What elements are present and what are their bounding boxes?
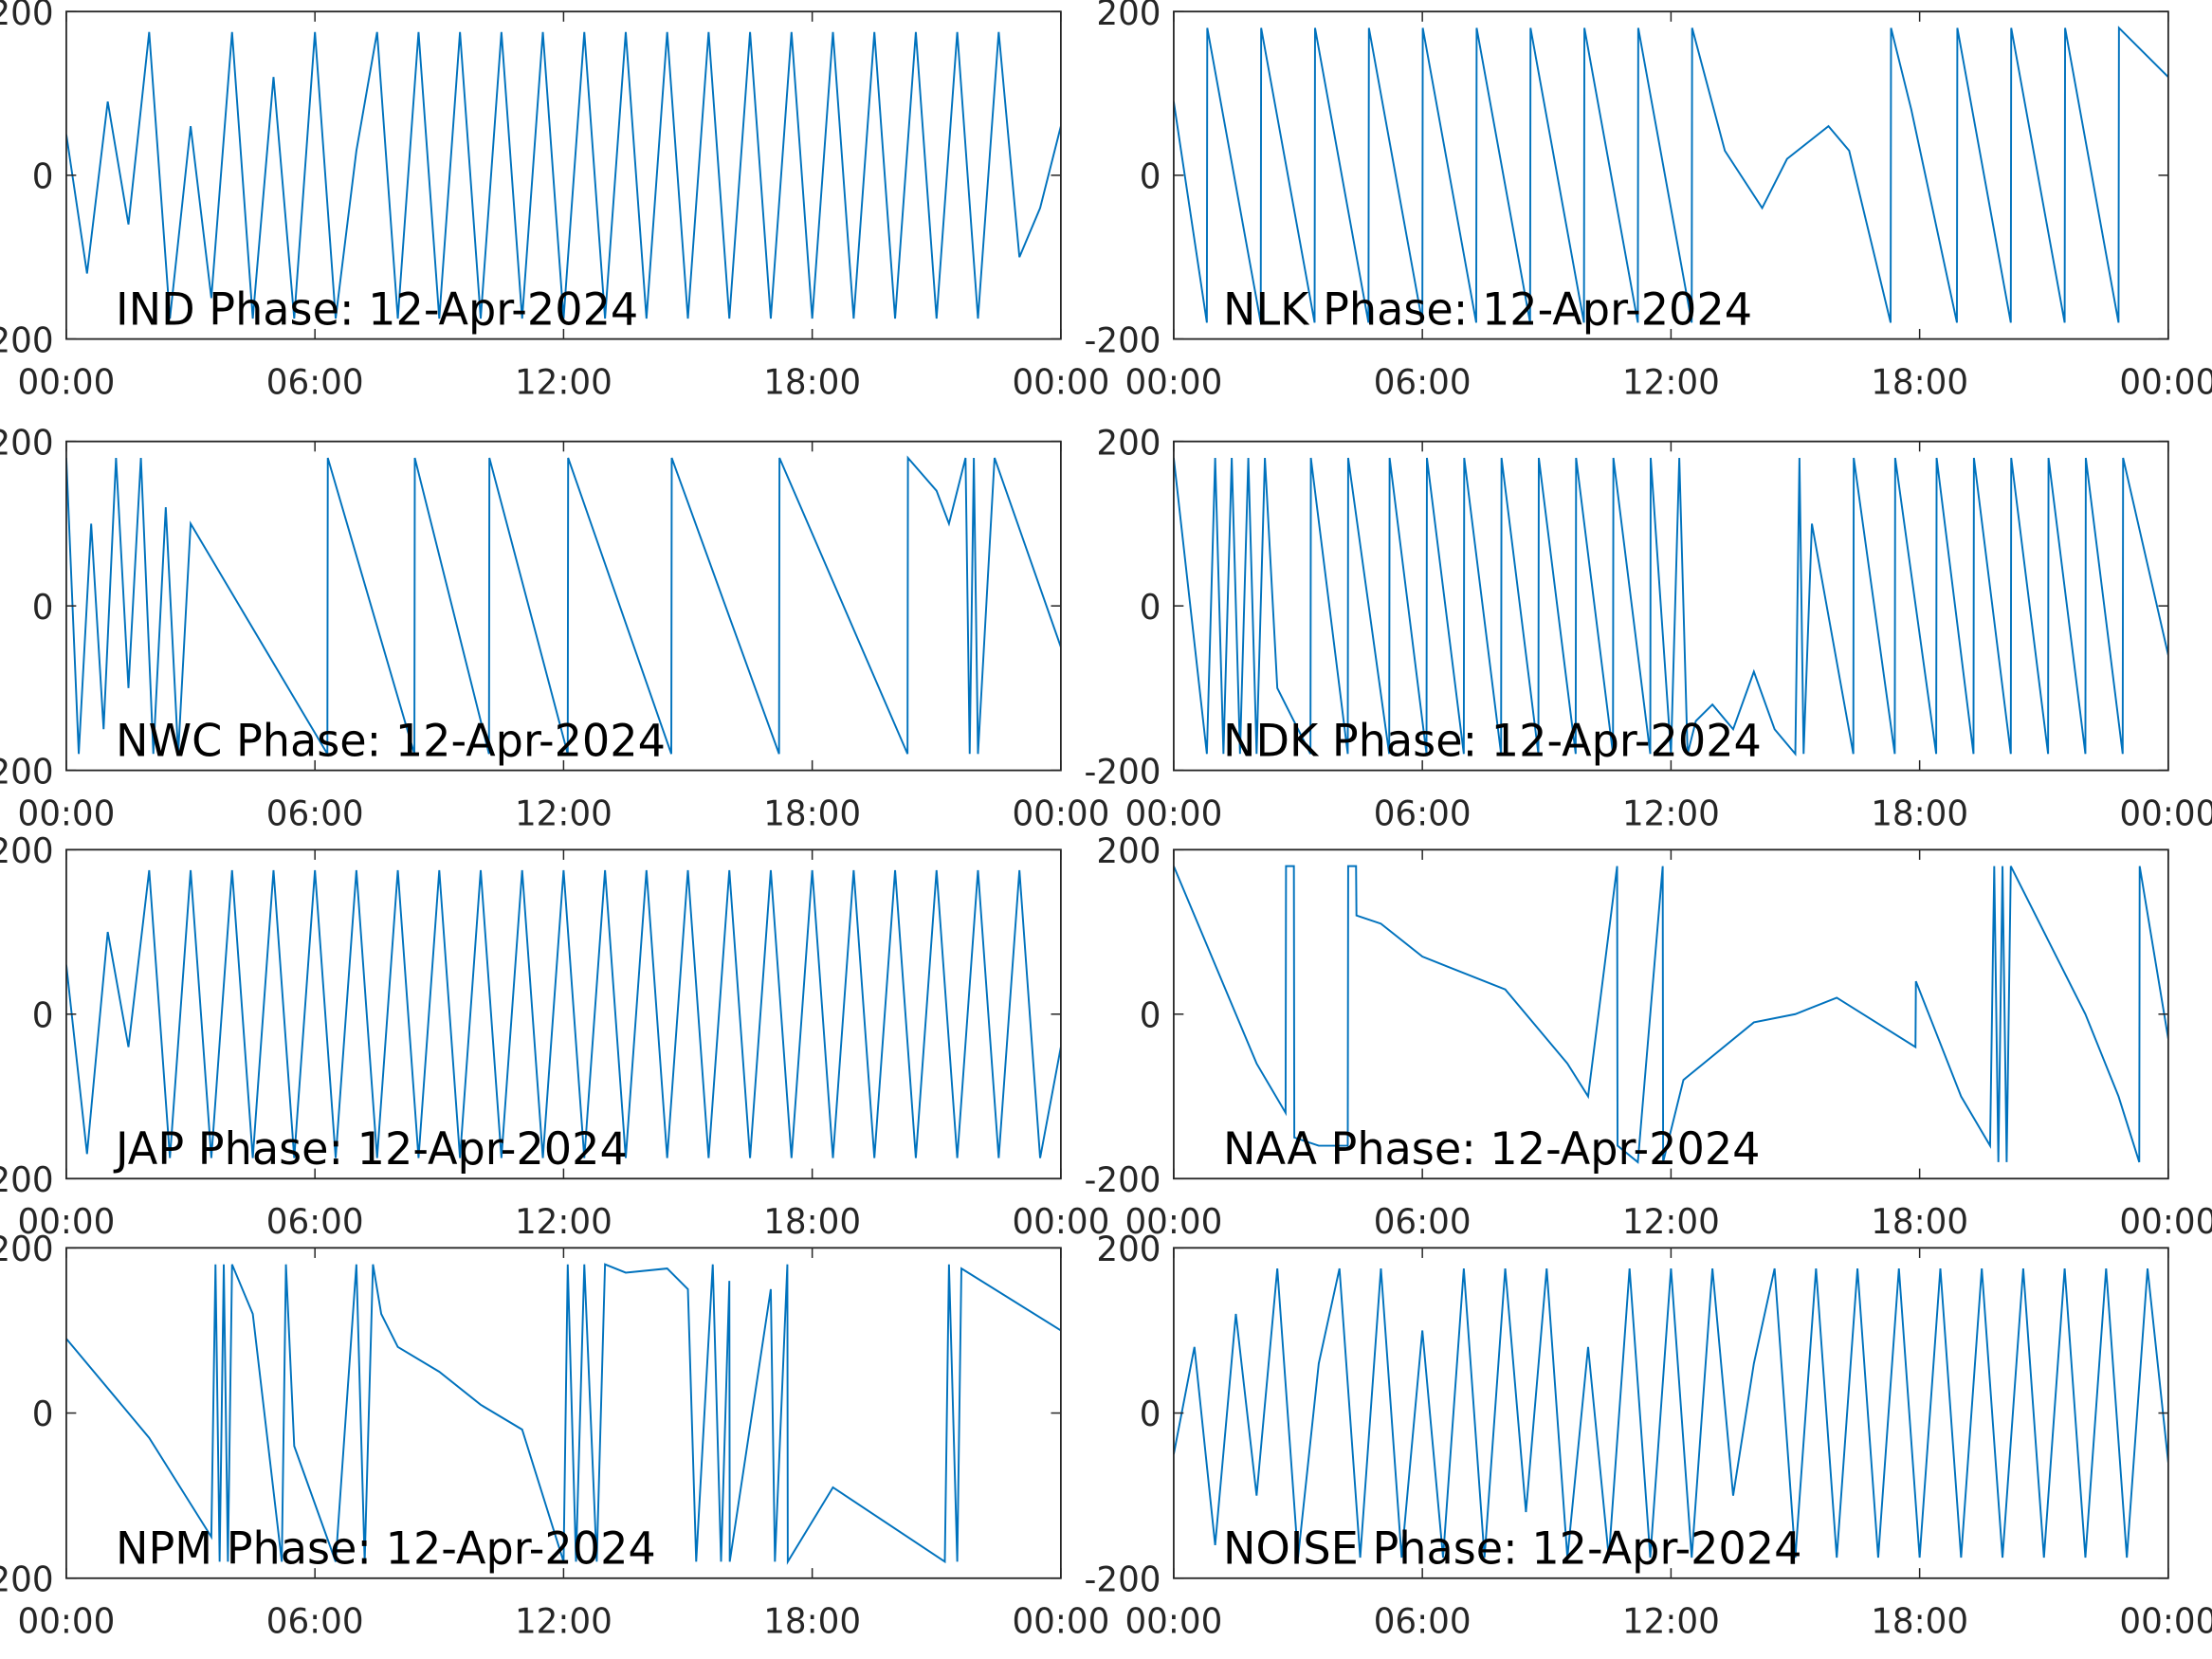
y-tick-label: -200	[0, 1559, 54, 1599]
phase-line	[65, 1263, 1061, 1565]
x-tick-label: 00:00	[1012, 1600, 1109, 1641]
x-tick-label: 00:00	[2119, 1600, 2212, 1641]
panel-title: NLK Phase: 12-Apr-2024	[1223, 284, 1752, 337]
x-tick-label: 00:00	[1124, 361, 1222, 402]
x-tick-label: 00:00	[1012, 793, 1109, 833]
x-tick-label: 00:00	[17, 1600, 115, 1641]
x-tick-label: 00:00	[17, 793, 115, 833]
y-tick-label: 200	[1096, 422, 1161, 463]
x-tick-label: 18:00	[763, 793, 861, 833]
x-tick-label: 12:00	[1622, 1600, 1720, 1641]
panel-title: NPM Phase: 12-Apr-2024	[116, 1523, 656, 1576]
panel-title: NOISE Phase: 12-Apr-2024	[1223, 1523, 1801, 1576]
y-tick-label: 200	[0, 1229, 54, 1269]
x-tick-label: 06:00	[1374, 793, 1472, 833]
phase-line	[1173, 26, 2168, 323]
x-tick-label: 12:00	[1622, 361, 1720, 402]
phase-line	[1173, 1267, 2168, 1559]
panel-title: NAA Phase: 12-Apr-2024	[1223, 1124, 1761, 1176]
x-tick-label: 06:00	[1374, 361, 1472, 402]
y-tick-label: -200	[0, 751, 54, 792]
x-tick-label: 12:00	[515, 793, 612, 833]
y-tick-label: 200	[0, 0, 54, 33]
x-tick-label: 00:00	[2119, 1201, 2212, 1242]
plot-background	[65, 11, 1061, 339]
panel-title: NWC Phase: 12-Apr-2024	[116, 716, 666, 768]
x-tick-label: 12:00	[1622, 1201, 1720, 1242]
x-tick-label: 06:00	[1374, 1201, 1472, 1242]
x-tick-label: 06:00	[266, 793, 364, 833]
y-tick-label: 0	[1140, 994, 1161, 1035]
y-tick-label: 200	[0, 422, 54, 463]
y-tick-label: -200	[0, 319, 54, 360]
y-tick-label: 200	[1096, 1229, 1161, 1269]
y-tick-label: 0	[1140, 586, 1161, 627]
x-tick-label: 00:00	[17, 1201, 115, 1242]
plot-background	[65, 849, 1061, 1179]
x-tick-label: 00:00	[1124, 1201, 1222, 1242]
phase-line	[1173, 865, 2168, 1164]
y-tick-label: -200	[1085, 751, 1161, 792]
y-tick-label: -200	[1085, 1559, 1161, 1599]
y-tick-label: 200	[0, 830, 54, 871]
y-tick-label: -200	[1085, 319, 1161, 360]
x-tick-label: 18:00	[1871, 1600, 1968, 1641]
x-tick-label: 12:00	[1622, 793, 1720, 833]
y-tick-label: 0	[32, 994, 54, 1035]
phase-line	[1173, 457, 2168, 757]
x-tick-label: 18:00	[763, 1600, 861, 1641]
x-tick-label: 18:00	[763, 361, 861, 402]
x-tick-label: 00:00	[17, 361, 115, 402]
x-tick-label: 12:00	[515, 1600, 612, 1641]
x-tick-label: 06:00	[266, 1201, 364, 1242]
y-tick-label: 200	[1096, 0, 1161, 33]
x-tick-label: 12:00	[515, 361, 612, 402]
panel-title: JAP Phase: 12-Apr-2024	[113, 1124, 628, 1176]
y-tick-label: -200	[0, 1159, 54, 1200]
x-tick-label: 00:00	[2119, 793, 2212, 833]
x-tick-label: 00:00	[1012, 361, 1109, 402]
x-tick-label: 12:00	[515, 1201, 612, 1242]
plot-background	[65, 441, 1061, 771]
x-tick-label: 18:00	[1871, 793, 1968, 833]
x-tick-label: 00:00	[2119, 361, 2212, 402]
y-tick-label: 0	[32, 586, 54, 627]
plot-background	[1173, 11, 2168, 339]
y-tick-label: 0	[32, 155, 54, 196]
y-tick-label: 0	[1140, 1394, 1161, 1434]
phase-line	[65, 31, 1061, 319]
y-tick-label: 0	[32, 1394, 54, 1434]
phase-line	[65, 455, 1061, 757]
panel-title: IND Phase: 12-Apr-2024	[116, 284, 638, 337]
y-tick-label: -200	[1085, 1159, 1161, 1200]
x-tick-label: 18:00	[763, 1201, 861, 1242]
x-tick-label: 06:00	[266, 1600, 364, 1641]
y-tick-label: 0	[1140, 155, 1161, 196]
x-tick-label: 06:00	[266, 361, 364, 402]
x-tick-label: 18:00	[1871, 1201, 1968, 1242]
x-tick-label: 00:00	[1124, 793, 1222, 833]
x-tick-label: 18:00	[1871, 361, 1968, 402]
y-tick-label: 200	[1096, 830, 1161, 871]
plot-background	[1173, 1248, 2168, 1578]
x-tick-label: 06:00	[1374, 1600, 1472, 1641]
panel-title: NDK Phase: 12-Apr-2024	[1223, 716, 1762, 768]
phase-line	[65, 869, 1061, 1158]
plot-background	[1173, 441, 2168, 771]
x-tick-label: 00:00	[1012, 1201, 1109, 1242]
x-tick-label: 00:00	[1124, 1600, 1222, 1641]
